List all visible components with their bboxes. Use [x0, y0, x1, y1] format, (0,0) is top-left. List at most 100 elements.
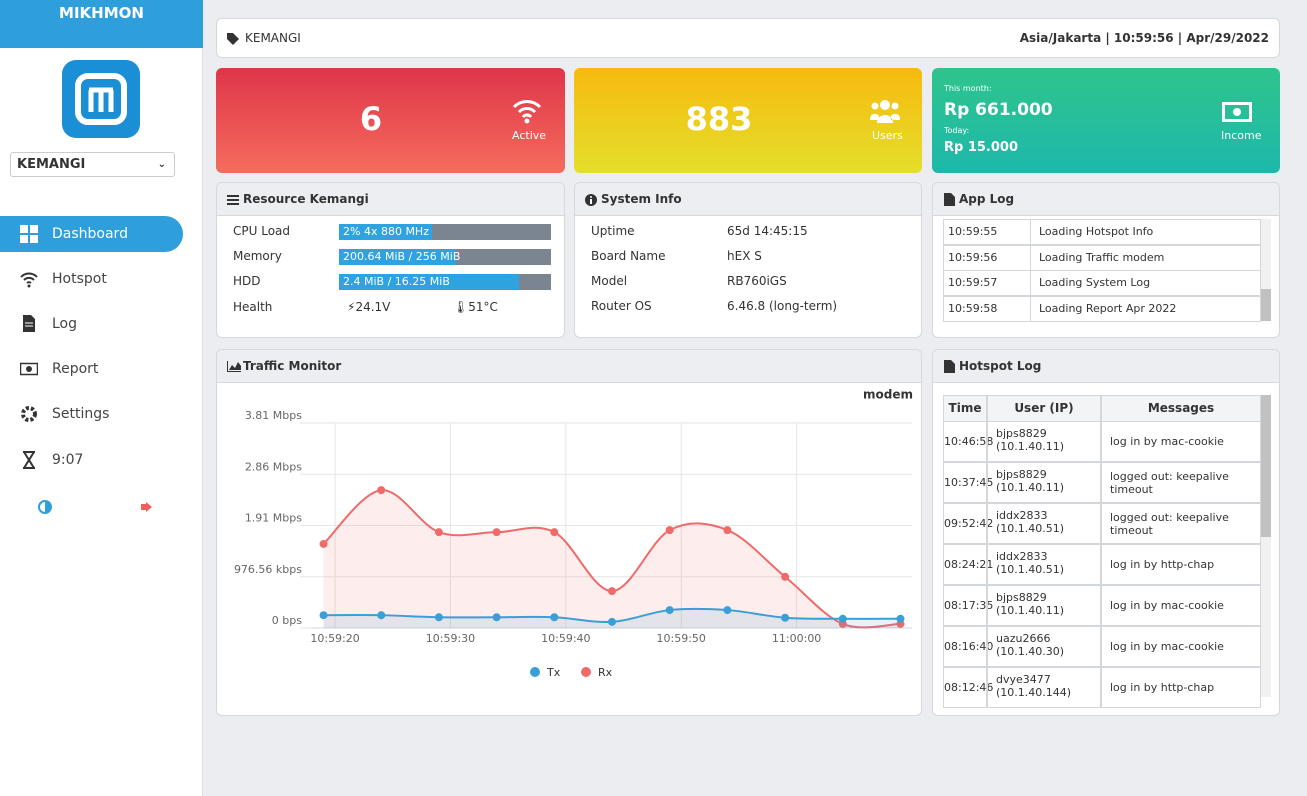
user-ip: (10.1.40.11)	[996, 481, 1065, 494]
log-message: log in by mac-cookie	[1101, 421, 1261, 462]
menu-label: Hotspot	[52, 271, 107, 287]
menu-label: Log	[52, 316, 78, 332]
log-message: Loading System Log	[1030, 270, 1261, 296]
temperature-value: 51°C	[468, 300, 498, 314]
bar-fill	[339, 274, 520, 290]
row-label: Memory	[233, 249, 282, 263]
user-ip: (10.1.40.11)	[996, 440, 1065, 453]
user-name: bjps8829	[996, 427, 1047, 440]
log-time: 08:16:40	[943, 626, 993, 667]
bar-fill	[339, 249, 456, 265]
logo	[62, 60, 140, 138]
card-sub: This month:	[944, 84, 992, 93]
user-ip: (10.1.40.51)	[996, 522, 1065, 535]
log-time: 08:24:21	[943, 544, 993, 585]
traffic-panel: Traffic Monitor	[216, 349, 922, 716]
bar-text: 200.64 MiB / 256 MiB	[343, 250, 461, 263]
active-menu-bg	[0, 216, 183, 252]
user-name: iddx2833	[996, 550, 1048, 563]
info-label: Uptime	[591, 224, 635, 238]
info-value: 65d 14:45:15	[727, 224, 808, 238]
datetime: Asia/Jakarta | 10:59:56 | Apr/29/2022	[1019, 31, 1269, 45]
bar-fill	[339, 224, 433, 240]
log-message: log in by http-chap	[1101, 667, 1261, 708]
log-user: iddx2833 (10.1.40.51)	[987, 503, 1101, 544]
log-time: 10:59:56	[943, 244, 1031, 271]
user-ip: (10.1.40.30)	[996, 645, 1065, 658]
card-users[interactable]: 883 Users	[574, 68, 922, 173]
logout[interactable]	[140, 500, 154, 514]
log-time: 10:59:57	[943, 270, 1031, 296]
log-user: iddx2833 (10.1.40.51)	[987, 544, 1101, 585]
card-value: Rp 15.000	[944, 140, 1019, 155]
top-bar: KEMANGI Asia/Jakarta | 10:59:56 | Apr/29…	[216, 18, 1280, 58]
user-ip: (10.1.40.11)	[996, 604, 1065, 617]
panel-title: System Info	[575, 183, 921, 216]
bar-text: 2.4 MiB / 16.25 MiB	[343, 275, 450, 288]
user-name: bjps8829	[996, 591, 1047, 604]
log-time: 10:59:55	[943, 219, 1031, 245]
log-message: Loading Traffic modem	[1030, 244, 1261, 271]
hotspot-log-panel: Hotspot Log Time User (IP) Messages 10:46:5…	[932, 349, 1280, 716]
card-label: Users	[872, 129, 903, 142]
menu-label: 9:07	[52, 452, 84, 468]
router-select[interactable]: KEMANGI ⌄	[10, 152, 175, 177]
card-sub: Today:	[944, 126, 970, 135]
card-value: 6	[359, 100, 383, 138]
scrollbar[interactable]	[1261, 219, 1271, 321]
log-user: bjps8829 (10.1.40.11)	[987, 462, 1101, 503]
bar-track: 200.64 MiB / 256 MiB	[339, 249, 551, 265]
user-name: iddx2833	[996, 509, 1048, 522]
info-value: 6.46.8 (long-term)	[727, 299, 838, 313]
log-user: bjps8829 (10.1.40.11)	[987, 585, 1101, 626]
info-value: hEX S	[727, 249, 762, 263]
log-message: log in by mac-cookie	[1101, 585, 1261, 626]
user-name: bjps8829	[996, 468, 1047, 481]
bar-track: 2.4 MiB / 16.25 MiB	[339, 274, 551, 290]
column-header: Time	[943, 395, 987, 422]
column-header: Messages	[1101, 395, 1261, 422]
user-name: uazu2666	[996, 632, 1051, 645]
log-message: Loading Report Apr 2022	[1030, 295, 1261, 322]
temperature: 🌡51°C	[453, 300, 498, 314]
log-message: logged out: keepalive timeout	[1101, 462, 1261, 503]
app-log-panel: App Log 10:59:55 Loading Hotspot Info 10:5…	[932, 182, 1280, 338]
info-value: RB760iGS	[727, 274, 787, 288]
log-time: 10:37:45	[943, 462, 993, 503]
system-panel: System Info Uptime 65d 14:45:15 Board Name…	[574, 182, 922, 338]
voltage-value: 24.1V	[355, 300, 391, 314]
location: KEMANGI	[245, 31, 301, 45]
brand: MIKHMON	[0, 0, 203, 48]
menu-label: Report	[52, 361, 99, 377]
row-label: HDD	[233, 274, 261, 288]
scrollbar[interactable]	[1261, 395, 1271, 697]
bar-track: 2% 4x 880 MHz	[339, 224, 551, 240]
user-ip: (10.1.40.144)	[996, 686, 1072, 699]
card-income[interactable]: This month: Rp 661.000 Today: Rp 15.000 …	[932, 68, 1280, 173]
card-label: Active	[512, 129, 547, 142]
router-name: KEMANGI	[17, 157, 86, 172]
user-ip: (10.1.40.51)	[996, 563, 1065, 576]
info-label: Model	[591, 274, 628, 288]
log-time: 08:17:35	[943, 585, 993, 626]
panel-title: App Log	[933, 183, 1279, 216]
bar-text: 2% 4x 880 MHz	[343, 225, 429, 238]
info-label: Router OS	[591, 299, 652, 313]
log-user: dvye3477 (10.1.40.144)	[987, 667, 1101, 708]
row-label: CPU Load	[233, 224, 290, 238]
theme-toggle[interactable]	[38, 500, 52, 514]
log-time: 09:52:42	[943, 503, 993, 544]
log-time: 10:46:58	[943, 421, 993, 462]
panel-title: Resource Kemangi	[217, 183, 564, 216]
card-value: Rp 661.000	[944, 100, 1053, 120]
log-message: Loading Hotspot Info	[1030, 219, 1261, 245]
row-label: Health	[233, 300, 273, 314]
menu-label: Dashboard	[52, 226, 128, 242]
sidebar: MIKHMON KEMANGI ⌄ Dashboard Hotspot Log R…	[0, 0, 203, 796]
resource-panel: Resource Kemangi Health ⚡24.1V 🌡51°C CPU…	[216, 182, 565, 338]
log-message: logged out: keepalive timeout	[1101, 503, 1261, 544]
panel-title: Hotspot Log	[933, 350, 1279, 383]
user-name: dvye3477	[996, 673, 1051, 686]
card-active[interactable]: 6 Active	[216, 68, 565, 173]
